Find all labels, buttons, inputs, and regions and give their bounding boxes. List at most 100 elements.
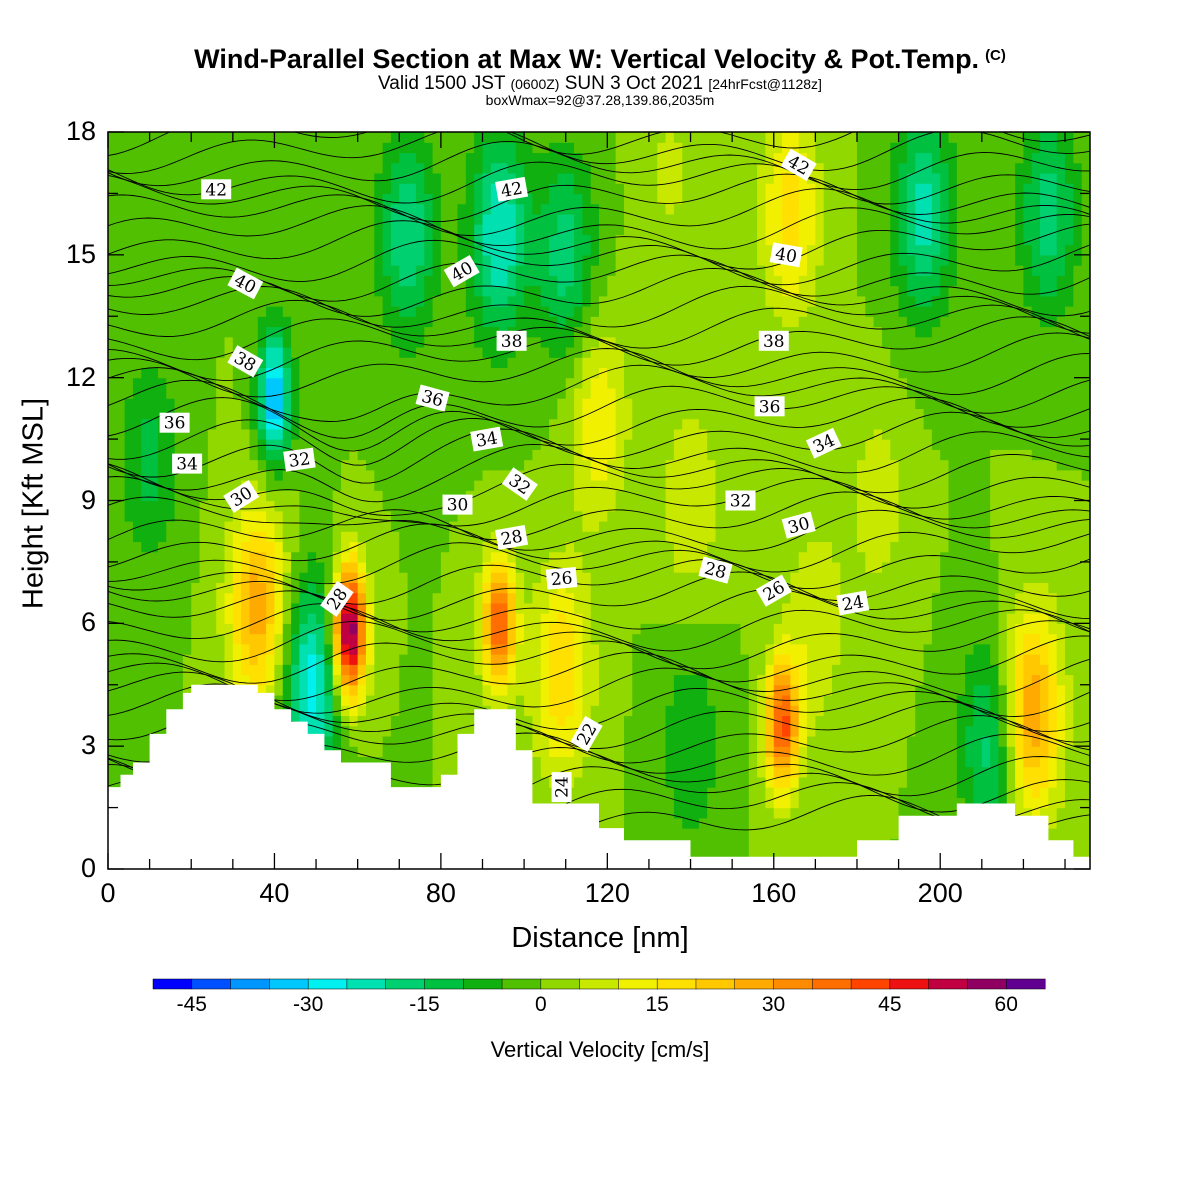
w-cell xyxy=(182,326,192,338)
w-cell xyxy=(673,490,683,502)
w-cell xyxy=(390,265,400,276)
w-cell xyxy=(457,172,467,184)
w-cell xyxy=(157,346,167,358)
w-cell xyxy=(557,275,567,287)
w-cell xyxy=(507,295,517,307)
w-cell xyxy=(665,776,675,788)
w-cell xyxy=(515,633,525,645)
w-cell xyxy=(449,766,459,778)
w-cell xyxy=(457,561,467,573)
w-cell xyxy=(540,254,550,266)
w-cell xyxy=(349,418,359,430)
w-cell xyxy=(424,643,434,655)
w-cell xyxy=(657,367,667,379)
w-cell xyxy=(440,449,450,461)
w-cell xyxy=(623,398,633,409)
w-cell xyxy=(515,152,525,164)
w-cell xyxy=(648,162,658,174)
w-cell xyxy=(574,234,583,246)
w-cell xyxy=(457,674,467,686)
w-cell xyxy=(599,643,608,655)
w-cell xyxy=(365,602,375,614)
w-cell xyxy=(632,705,642,717)
w-cell xyxy=(124,664,134,676)
w-cell xyxy=(524,674,534,686)
w-cell xyxy=(640,674,650,686)
w-cell xyxy=(682,715,692,727)
w-cell xyxy=(574,480,583,491)
w-cell xyxy=(449,541,459,553)
w-cell xyxy=(490,346,500,358)
w-cell xyxy=(316,213,325,225)
w-cell xyxy=(299,541,309,553)
w-cell xyxy=(648,725,658,737)
w-cell xyxy=(274,664,284,676)
w-cell xyxy=(216,346,226,358)
w-cell xyxy=(182,254,192,266)
w-cell xyxy=(449,705,459,717)
w-cell xyxy=(449,367,459,379)
w-cell xyxy=(341,357,350,369)
w-cell xyxy=(457,357,467,369)
w-cell xyxy=(599,766,608,778)
w-cell xyxy=(673,623,683,635)
w-cell xyxy=(632,265,642,276)
w-cell xyxy=(590,172,600,184)
w-cell xyxy=(332,510,342,522)
w-cell xyxy=(432,766,442,778)
w-cell xyxy=(207,520,217,532)
w-cell xyxy=(266,428,276,440)
w-cell xyxy=(149,510,159,522)
w-cell xyxy=(324,449,334,461)
w-cell xyxy=(207,398,217,409)
w-cell xyxy=(424,551,434,563)
w-cell xyxy=(399,439,409,450)
w-cell xyxy=(307,213,317,225)
w-cell xyxy=(407,541,417,553)
w-cell xyxy=(440,510,450,522)
w-cell xyxy=(116,766,126,778)
w-cell xyxy=(623,275,633,287)
w-cell xyxy=(357,582,367,594)
w-cell xyxy=(565,623,575,635)
w-cell xyxy=(357,746,367,758)
w-cell xyxy=(599,244,608,256)
w-cell xyxy=(549,480,558,491)
w-cell xyxy=(316,520,325,532)
w-cell xyxy=(382,387,392,399)
w-cell xyxy=(341,428,350,440)
w-cell xyxy=(108,674,117,686)
w-cell xyxy=(349,306,359,317)
w-cell xyxy=(615,162,625,174)
w-cell xyxy=(615,766,625,778)
w-cell xyxy=(365,418,375,430)
w-cell xyxy=(590,142,600,154)
w-cell xyxy=(599,684,608,696)
w-cell xyxy=(341,377,350,389)
w-cell xyxy=(349,500,359,512)
w-cell xyxy=(532,623,542,635)
w-cell xyxy=(657,520,667,532)
w-cell xyxy=(424,275,434,287)
w-cell xyxy=(299,418,309,430)
w-cell xyxy=(382,694,392,706)
w-cell xyxy=(490,132,500,143)
w-cell xyxy=(474,183,484,195)
w-cell xyxy=(390,418,400,430)
w-cell xyxy=(241,510,251,522)
w-cell xyxy=(374,428,384,440)
w-cell xyxy=(382,224,392,235)
w-cell xyxy=(365,735,375,747)
w-cell xyxy=(124,306,134,317)
w-cell xyxy=(582,449,592,461)
w-cell xyxy=(407,520,417,532)
w-cell xyxy=(341,326,350,338)
w-cell xyxy=(599,265,608,276)
w-cell xyxy=(582,643,592,655)
w-cell xyxy=(232,674,242,686)
w-cell xyxy=(357,469,367,481)
w-cell xyxy=(149,705,159,717)
w-cell xyxy=(390,387,400,399)
w-cell xyxy=(324,735,334,747)
w-cell xyxy=(415,664,425,676)
